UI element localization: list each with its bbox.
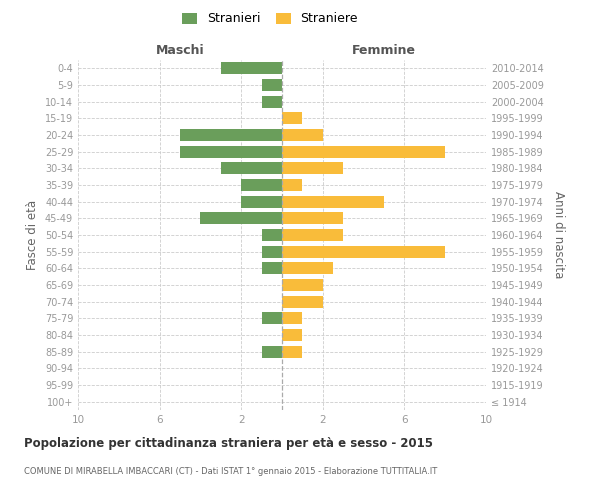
Bar bbox=[221, 162, 282, 174]
Bar bbox=[180, 129, 282, 141]
Text: Femmine: Femmine bbox=[352, 44, 416, 57]
Bar bbox=[262, 79, 282, 91]
Bar bbox=[282, 212, 343, 224]
Bar bbox=[241, 196, 282, 207]
Bar bbox=[282, 229, 343, 241]
Bar bbox=[262, 246, 282, 258]
Legend: Stranieri, Straniere: Stranieri, Straniere bbox=[178, 8, 362, 29]
Bar bbox=[282, 246, 445, 258]
Bar bbox=[262, 262, 282, 274]
Bar bbox=[262, 229, 282, 241]
Text: Popolazione per cittadinanza straniera per età e sesso - 2015: Popolazione per cittadinanza straniera p… bbox=[24, 438, 433, 450]
Bar bbox=[282, 346, 302, 358]
Bar bbox=[282, 312, 302, 324]
Bar bbox=[282, 279, 323, 291]
Bar bbox=[282, 146, 445, 158]
Bar bbox=[262, 346, 282, 358]
Bar bbox=[180, 146, 282, 158]
Bar bbox=[200, 212, 282, 224]
Bar bbox=[282, 329, 302, 341]
Bar bbox=[282, 296, 323, 308]
Bar bbox=[282, 196, 384, 207]
Bar bbox=[282, 179, 302, 191]
Bar bbox=[282, 162, 343, 174]
Y-axis label: Fasce di età: Fasce di età bbox=[26, 200, 39, 270]
Bar bbox=[262, 96, 282, 108]
Y-axis label: Anni di nascita: Anni di nascita bbox=[552, 192, 565, 278]
Bar bbox=[241, 179, 282, 191]
Bar bbox=[282, 112, 302, 124]
Bar bbox=[221, 62, 282, 74]
Text: COMUNE DI MIRABELLA IMBACCARI (CT) - Dati ISTAT 1° gennaio 2015 - Elaborazione T: COMUNE DI MIRABELLA IMBACCARI (CT) - Dat… bbox=[24, 468, 437, 476]
Text: Maschi: Maschi bbox=[155, 44, 205, 57]
Bar bbox=[262, 312, 282, 324]
Bar bbox=[282, 262, 333, 274]
Bar bbox=[282, 129, 323, 141]
